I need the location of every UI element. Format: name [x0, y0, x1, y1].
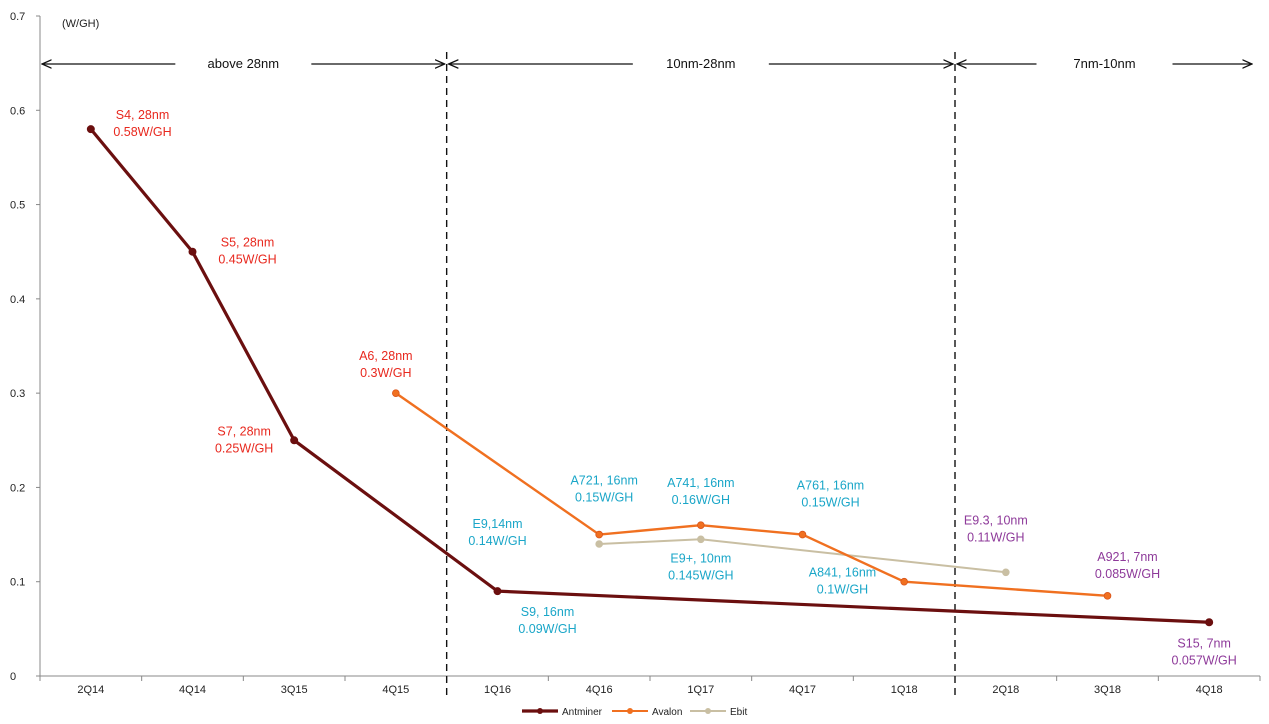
- data-point-antminer: [290, 436, 299, 445]
- series-lines: [86, 125, 1214, 627]
- data-point-antminer: [86, 125, 95, 134]
- point-label-line: E9+, 10nm: [670, 551, 731, 565]
- x-tick-label: 2Q18: [992, 684, 1019, 696]
- point-label: A841, 16nm 0.1W/GH: [809, 566, 876, 597]
- point-label-line: A921, 7nm: [1097, 550, 1157, 564]
- legend-marker-avalon: [627, 708, 633, 714]
- x-tick-label: 4Q16: [586, 684, 613, 696]
- point-label: E9,14nm 0.14W/GH: [468, 517, 526, 548]
- x-tick-label: 3Q15: [281, 684, 308, 696]
- point-label: S5, 28nm 0.45W/GH: [218, 236, 276, 267]
- data-point-antminer: [493, 587, 502, 596]
- point-label-line: 0.09W/GH: [518, 622, 576, 636]
- x-tick-label: 1Q17: [687, 684, 714, 696]
- period-label: 10nm-28nm: [666, 56, 735, 71]
- y-tick-label: 0.3: [10, 388, 25, 400]
- point-label-line: 0.25W/GH: [215, 441, 273, 455]
- point-label: E9.3, 10nm 0.11W/GH: [964, 513, 1028, 544]
- x-tick-label: 1Q18: [891, 684, 918, 696]
- axes: 0 0.1 0.2 0.3 0.4 0.5 0.6 0.7 2Q14 4Q14 3Q15 4Q15 1Q…: [10, 11, 1261, 696]
- point-label-line: 0.15W/GH: [801, 496, 859, 510]
- y-tick-label: 0.6: [10, 105, 25, 117]
- legend-label-avalon: Avalon: [652, 707, 682, 718]
- x-tick-label: 1Q16: [484, 684, 511, 696]
- point-label-line: 0.057W/GH: [1172, 653, 1237, 667]
- data-point-avalon: [392, 389, 400, 397]
- point-annotations: S4, 28nm 0.58W/GH S5, 28nm 0.45W/GH A6, 28nm…: [113, 108, 1237, 667]
- x-tick-label: 4Q15: [382, 684, 409, 696]
- point-label-line: A741, 16nm: [667, 476, 734, 490]
- y-tick-label: 0: [10, 671, 16, 683]
- point-label-line: S5, 28nm: [221, 236, 275, 250]
- point-label-line: 0.16W/GH: [672, 493, 730, 507]
- series-line-ebit: [599, 538, 1006, 574]
- x-tick-label: 4Q18: [1196, 684, 1223, 696]
- point-label: A921, 7nm 0.085W/GH: [1095, 550, 1160, 581]
- y-unit-label: (W/GH): [62, 18, 99, 30]
- point-label: S15, 7nm 0.057W/GH: [1172, 636, 1237, 667]
- legend-label-ebit: Ebit: [730, 707, 747, 718]
- data-point-antminer: [1205, 618, 1214, 627]
- point-label-line: S7, 28nm: [217, 424, 271, 438]
- y-tick-label: 0.7: [10, 11, 25, 23]
- point-label-line: 0.085W/GH: [1095, 567, 1160, 581]
- point-label-line: E9,14nm: [472, 517, 522, 531]
- point-label: S4, 28nm 0.58W/GH: [113, 108, 171, 139]
- x-tick-label: 3Q18: [1094, 684, 1121, 696]
- point-label: S7, 28nm 0.25W/GH: [215, 424, 273, 455]
- point-label: A741, 16nm 0.16W/GH: [667, 476, 734, 507]
- series-line-avalon: [395, 392, 1108, 598]
- legend-marker-antminer: [537, 708, 543, 714]
- series-line-antminer: [89, 128, 1210, 624]
- period-label: above 28nm: [208, 56, 280, 71]
- y-tick-label: 0.1: [10, 577, 25, 589]
- point-label: A6, 28nm 0.3W/GH: [359, 349, 413, 380]
- data-point-antminer: [188, 247, 197, 256]
- legend: Antminer Avalon Ebit: [522, 707, 747, 718]
- point-label-line: E9.3, 10nm: [964, 513, 1028, 527]
- data-point-avalon: [697, 521, 705, 529]
- data-point-ebit: [1002, 568, 1010, 577]
- point-label: A761, 16nm 0.15W/GH: [797, 479, 864, 510]
- point-label-line: 0.1W/GH: [817, 583, 868, 597]
- point-label-line: A721, 16nm: [570, 474, 637, 488]
- point-label-line: 0.58W/GH: [113, 125, 171, 139]
- legend-marker-ebit: [705, 708, 711, 714]
- point-label: E9+, 10nm 0.145W/GH: [668, 551, 733, 582]
- point-label-line: 0.15W/GH: [575, 491, 633, 505]
- x-tick-label: 4Q17: [789, 684, 816, 696]
- point-label-line: 0.14W/GH: [468, 534, 526, 548]
- data-point-avalon: [595, 530, 603, 539]
- y-tick-label: 0.2: [10, 482, 25, 494]
- x-tick-label: 2Q14: [77, 684, 104, 696]
- point-label-line: S4, 28nm: [116, 108, 170, 122]
- point-label: S9, 16nm 0.09W/GH: [518, 605, 576, 636]
- period-label: 7nm-10nm: [1073, 56, 1135, 71]
- point-label-line: 0.11W/GH: [967, 530, 1024, 544]
- period-arrows: above 28nm 10nm-28nm 7nm-10nm: [42, 52, 1252, 696]
- y-tick-label: 0.5: [10, 200, 25, 212]
- point-label-line: A761, 16nm: [797, 479, 864, 493]
- point-label-line: 0.3W/GH: [360, 366, 411, 380]
- point-label: A721, 16nm 0.15W/GH: [570, 474, 637, 505]
- point-label-line: A6, 28nm: [359, 349, 413, 363]
- y-tick-label: 0.4: [10, 294, 25, 306]
- x-tick-label: 4Q14: [179, 684, 206, 696]
- legend-label-antminer: Antminer: [562, 707, 603, 718]
- point-label-line: A841, 16nm: [809, 566, 876, 580]
- point-label-line: S9, 16nm: [521, 605, 575, 619]
- data-point-ebit: [697, 535, 705, 544]
- data-point-ebit: [595, 540, 603, 548]
- data-point-avalon: [1103, 592, 1112, 600]
- data-point-avalon: [900, 577, 908, 586]
- point-label-line: S15, 7nm: [1177, 636, 1231, 650]
- data-point-avalon: [798, 530, 807, 539]
- point-label-line: 0.45W/GH: [218, 253, 276, 267]
- point-label-line: 0.145W/GH: [668, 568, 733, 582]
